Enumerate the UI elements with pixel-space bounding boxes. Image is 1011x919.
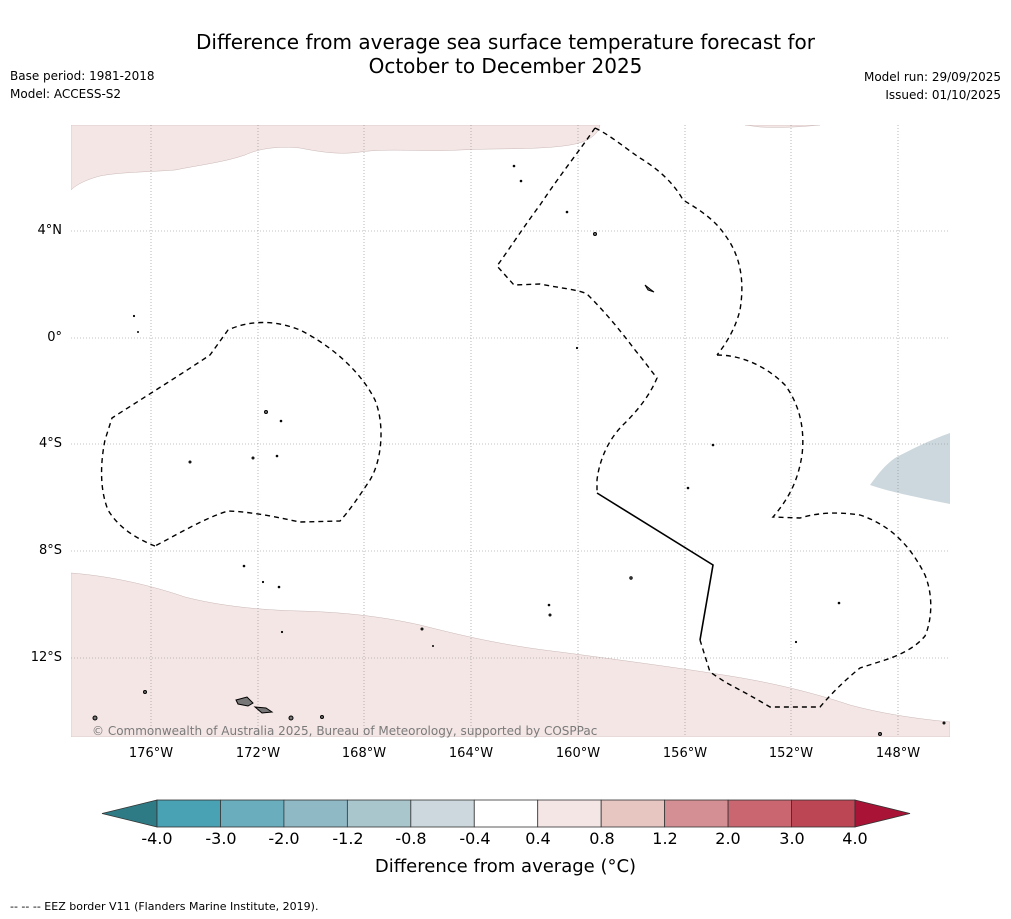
colorbar-title: Difference from average (°C)	[374, 856, 637, 877]
island-2	[92, 715, 98, 721]
colorbar-swatch	[473, 799, 539, 828]
colorbar-swatch	[283, 799, 348, 828]
lon-label-156w: 156°W	[662, 746, 708, 761]
lon-label-168w: 168°W	[341, 746, 387, 761]
colorbar-tick: -1.2	[332, 829, 364, 848]
island-10	[593, 232, 597, 236]
colorbar-tick: 0.8	[589, 829, 615, 848]
island-15	[711, 443, 715, 447]
lat-label-12s: 12°S	[30, 650, 62, 665]
island-1	[143, 690, 147, 694]
lat-label-8s: 8°S	[38, 543, 62, 558]
island-19	[548, 613, 552, 617]
eez-legend-footer: -- -- -- EEZ border V11 (Flanders Marine…	[10, 900, 319, 913]
island-kiritimati	[644, 284, 655, 293]
lat-label-4n: 4°N	[37, 223, 63, 238]
lon-label-152w: 152°W	[768, 746, 814, 761]
colorbar-swatch	[220, 799, 285, 828]
island-28	[132, 314, 136, 318]
island-12	[519, 179, 523, 183]
lon-label-172w: 172°W	[235, 746, 281, 761]
island-7	[188, 460, 192, 464]
island-20	[837, 601, 841, 605]
eez-kiribati-phoenix	[100, 321, 382, 547]
model-run: Model run: 29/09/2025	[863, 70, 1001, 84]
island-27	[432, 645, 434, 647]
cool-anomaly-east	[870, 433, 950, 504]
colorbar-tick: -2.0	[268, 829, 300, 848]
island-25	[280, 630, 284, 634]
island-6	[279, 419, 283, 423]
title-line-2: October to December 2025	[368, 54, 643, 78]
island-18	[547, 603, 551, 607]
graticule	[71, 125, 950, 737]
colorbar-tick: -0.8	[395, 829, 427, 848]
island-31	[942, 721, 946, 725]
colorbar-tick: -4.0	[141, 829, 173, 848]
island-3	[288, 715, 294, 721]
chart-title: Difference from average sea surface temp…	[0, 30, 1011, 78]
island-26	[420, 627, 424, 631]
meta-left: Base period: 1981-2018 Model: ACCESS-S2	[10, 67, 155, 103]
colorbar	[101, 799, 911, 828]
eez-line-islands	[594, 127, 743, 356]
warm-anomaly-north	[71, 125, 601, 191]
colorbar-tick: -0.4	[459, 829, 491, 848]
colorbar-tick: 2.0	[715, 829, 741, 848]
island-5	[264, 410, 268, 414]
island-30	[878, 732, 882, 736]
island-21	[794, 640, 798, 644]
lat-label-0: 0°	[47, 330, 62, 345]
colorbar-tick: 1.2	[652, 829, 678, 848]
island-24	[277, 585, 281, 589]
eez-borders	[100, 127, 932, 708]
island-17	[629, 576, 633, 580]
colorbar-tick: 0.4	[525, 829, 551, 848]
colorbar-swatch	[600, 799, 666, 828]
islands	[92, 164, 946, 736]
model-name: Model: ACCESS-S2	[10, 87, 122, 101]
colorbar-swatch	[664, 799, 729, 828]
warm-anomaly-south	[71, 572, 950, 737]
warm-anomaly-north-right	[744, 125, 821, 128]
lon-label-160w: 160°W	[555, 746, 601, 761]
issued-date: Issued: 01/10/2025	[885, 88, 1001, 102]
colorbar-arrow-high	[854, 799, 911, 828]
colorbar-swatch	[156, 799, 221, 828]
island-22	[242, 564, 246, 568]
copyright-notice: © Commonwealth of Australia 2025, Bureau…	[92, 724, 598, 738]
colorbar-tick: 3.0	[779, 829, 805, 848]
island-upolu	[253, 706, 274, 714]
lat-label-4s: 4°S	[38, 436, 62, 451]
colorbar-swatch	[727, 799, 792, 828]
colorbar-arrow-low	[101, 799, 158, 828]
eez-line-islands-west	[496, 127, 658, 493]
map-area	[71, 125, 950, 737]
colorbar-tick: 4.0	[842, 829, 868, 848]
lon-label-176w: 176°W	[128, 746, 174, 761]
colorbar-swatch	[410, 799, 475, 828]
meta-right: Model run: 29/09/2025 Issued: 01/10/2025	[864, 68, 1001, 104]
lon-label-164w: 164°W	[448, 746, 494, 761]
island-16	[686, 486, 690, 490]
eez-french-polynesia	[699, 354, 932, 708]
lon-label-148w: 148°W	[875, 746, 921, 761]
colorbar-tick: -3.0	[205, 829, 237, 848]
island-29	[137, 331, 139, 333]
title-line-1: Difference from average sea surface temp…	[195, 30, 815, 54]
island-savaii	[235, 696, 254, 707]
island-13	[565, 210, 569, 214]
colorbar-swatch	[537, 799, 602, 828]
eez-solid-border	[596, 492, 714, 641]
colorbar-swatch	[791, 799, 856, 828]
island-4	[320, 715, 324, 719]
island-23	[261, 580, 265, 584]
island-8	[251, 456, 255, 460]
island-14	[575, 346, 579, 350]
island-11	[512, 164, 516, 168]
colorbar-swatch	[346, 799, 412, 828]
island-9	[275, 454, 279, 458]
base-period: Base period: 1981-2018	[10, 69, 155, 83]
